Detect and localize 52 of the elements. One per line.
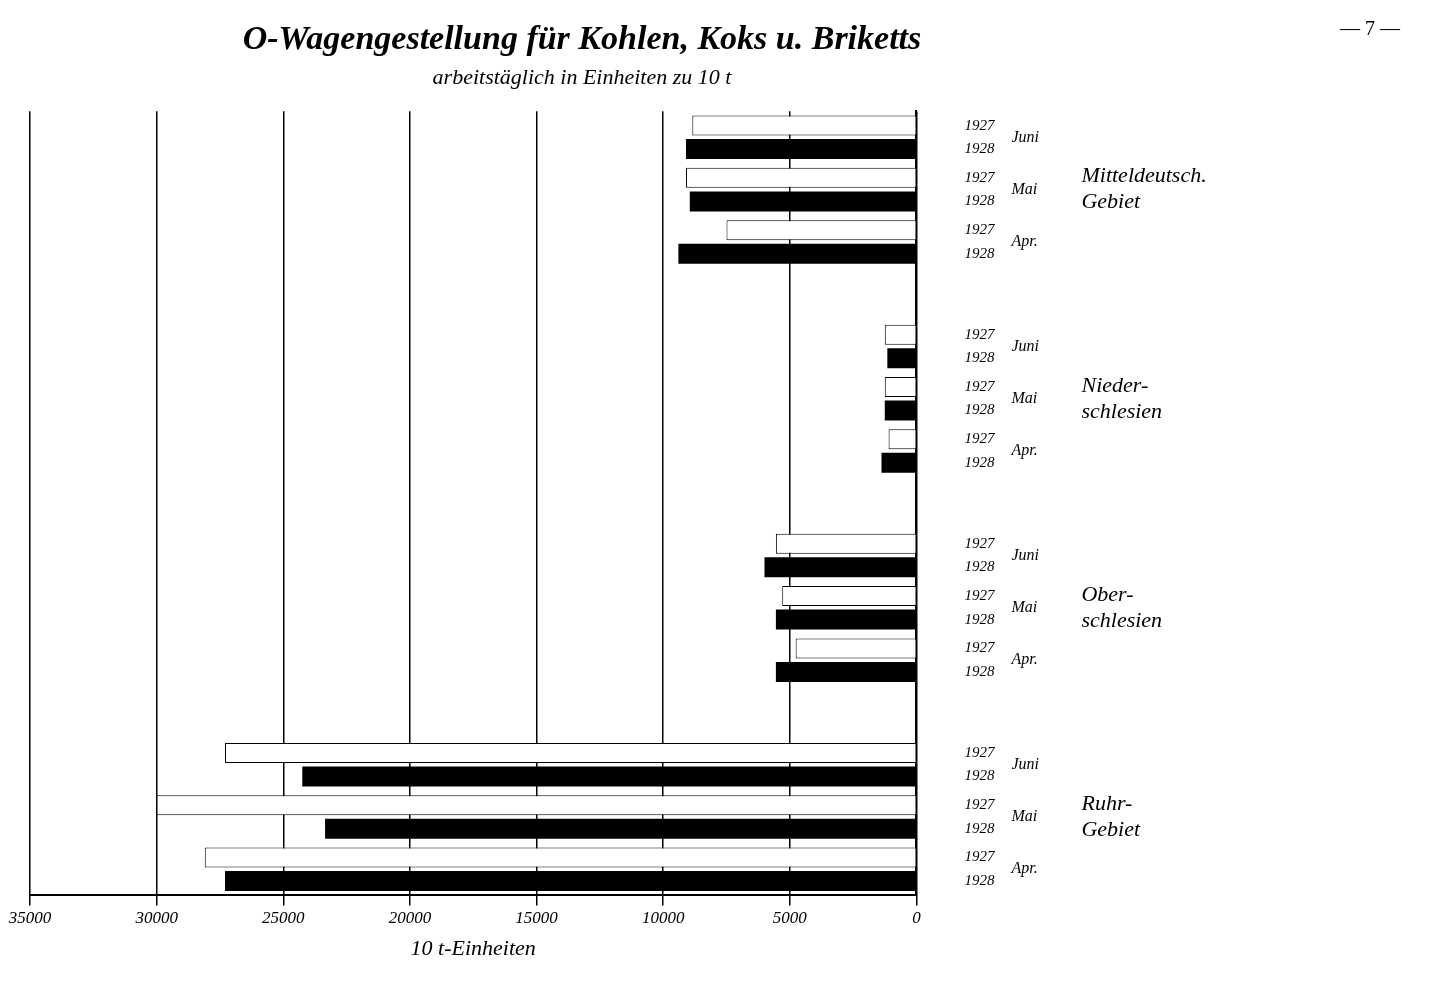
text: Ober-schlesien: [1081, 580, 1163, 632]
text: 1928: [964, 192, 995, 209]
y-tick-label: Apr.: [1010, 650, 1038, 669]
text: 1928: [964, 140, 995, 157]
y-tick-label: Mai: [1010, 388, 1038, 406]
text: — 7 —: [1339, 17, 1401, 40]
x-tick-label: 15000: [515, 908, 559, 928]
y-tick-label: Juni: [1011, 336, 1039, 354]
text: 1928: [964, 767, 995, 784]
text: 1928: [964, 244, 995, 261]
text: 1927: [964, 639, 995, 656]
chart-subtitle: arbeitstäglich in Einheiten zu 10 t: [432, 63, 733, 89]
text: Ruhr-Gebiet: [1080, 789, 1141, 841]
text: 1927: [964, 325, 995, 342]
text: 1928: [964, 610, 995, 627]
x-axis-title: 10 t-Einheiten: [410, 934, 536, 960]
y-tick-label: Apr.: [1010, 859, 1038, 878]
x-tick-label: 20000: [388, 908, 432, 928]
y-tick-label: Juni: [1011, 754, 1039, 772]
y-tick-label: Apr.: [1010, 232, 1038, 251]
x-tick-label: 5000: [772, 908, 808, 928]
text: 1928: [964, 662, 995, 679]
chart-title: O-Wagengestellung für Kohlen, Koks u. Briketts: [242, 19, 922, 57]
y-tick-label: Mai: [1010, 807, 1038, 825]
y-tick-label: Mai: [1010, 179, 1038, 197]
x-tick-label: 25000: [262, 908, 306, 928]
text: 1927: [964, 848, 995, 865]
text: 1927: [964, 168, 995, 185]
x-tick-label: 10000: [641, 908, 685, 928]
x-tick-label: 30000: [134, 908, 179, 928]
text: 1927: [964, 587, 995, 604]
text: 1928: [964, 349, 995, 366]
y-tick-label: Juni: [1011, 545, 1039, 563]
y-tick-label: Apr.: [1010, 441, 1038, 460]
text: 1927: [964, 534, 995, 551]
y-tick-label: Juni: [1011, 127, 1039, 145]
text: 1927: [964, 796, 995, 813]
text: 1927: [964, 377, 995, 394]
text: 1927: [964, 743, 995, 760]
text: 1928: [964, 401, 995, 418]
text: 1927: [964, 221, 995, 238]
text: 1927: [964, 430, 995, 447]
text: 1927: [964, 116, 996, 133]
text: 1928: [964, 819, 995, 836]
text: 1928: [964, 453, 995, 470]
text: Mitteldeutsch. Gebiet: [1080, 162, 1207, 214]
text: Nieder-schlesien: [1080, 371, 1163, 423]
x-tick-label: 0: [912, 908, 922, 928]
x-tick-label: 35000: [7, 908, 52, 928]
y-tick-label: Mai: [1010, 598, 1038, 616]
text: 1928: [964, 558, 995, 575]
text: 1928: [964, 871, 995, 888]
